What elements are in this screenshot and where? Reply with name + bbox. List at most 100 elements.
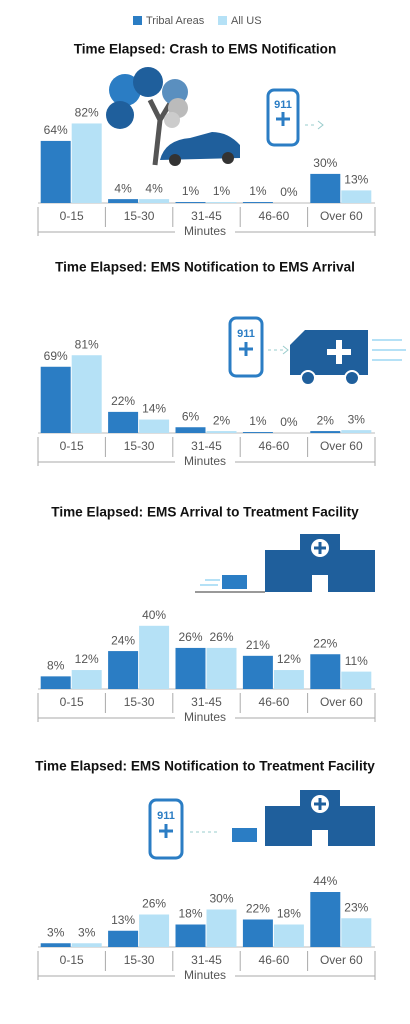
x-tick-label: 0-15 xyxy=(60,439,84,453)
bar xyxy=(242,655,273,689)
value-label: 21% xyxy=(246,638,270,652)
value-label: 8% xyxy=(47,659,65,673)
bar xyxy=(175,427,206,433)
bar xyxy=(341,190,372,203)
value-label: 26% xyxy=(178,630,202,644)
bar xyxy=(242,432,273,433)
value-label: 23% xyxy=(344,900,368,914)
bar xyxy=(242,919,273,947)
bar xyxy=(206,431,237,433)
bar xyxy=(71,355,102,433)
x-tick-label: 31-45 xyxy=(191,439,222,453)
bar xyxy=(175,202,206,203)
value-label: 26% xyxy=(142,897,166,911)
x-tick-label: 0-15 xyxy=(60,695,84,709)
value-label: 13% xyxy=(344,173,368,187)
value-label: 22% xyxy=(111,394,135,408)
bar xyxy=(310,892,341,947)
label-bg xyxy=(175,454,235,470)
bar xyxy=(273,670,304,689)
bar xyxy=(139,914,170,947)
hospital-illustration xyxy=(195,534,375,593)
value-label: 4% xyxy=(114,181,132,195)
value-label: 81% xyxy=(75,337,99,351)
value-label: 12% xyxy=(277,652,301,666)
chart-title: Time Elapsed: EMS Arrival to Treatment F… xyxy=(51,505,359,520)
value-label: 3% xyxy=(78,925,96,939)
value-label: 18% xyxy=(178,907,202,921)
bar xyxy=(108,930,139,947)
x-axis-label: Minutes xyxy=(184,224,226,238)
svg-text:911: 911 xyxy=(157,810,175,822)
x-tick-label: 31-45 xyxy=(191,953,222,967)
chart-title: Time Elapsed: EMS Notification to Treatm… xyxy=(35,759,375,774)
value-label: 26% xyxy=(209,630,233,644)
label-bg xyxy=(175,968,235,984)
value-label: 22% xyxy=(246,902,270,916)
value-label: 1% xyxy=(249,414,267,428)
x-tick-label: 0-15 xyxy=(60,209,84,223)
bar xyxy=(310,173,341,203)
bar xyxy=(139,199,170,203)
legend-label: Tribal Areas xyxy=(146,15,205,27)
label-bg xyxy=(175,224,235,240)
crash-illustration: 911 xyxy=(106,67,324,166)
value-label: 11% xyxy=(345,654,368,668)
svg-text:911: 911 xyxy=(237,328,255,340)
bar xyxy=(71,670,102,689)
bar xyxy=(273,924,304,947)
bar xyxy=(40,943,71,947)
bar xyxy=(206,647,237,689)
bar xyxy=(139,625,170,689)
ambulance-illustration: 911 xyxy=(228,316,406,386)
x-tick-label: 46-60 xyxy=(259,209,290,223)
bar xyxy=(341,671,372,689)
value-label: 6% xyxy=(182,409,200,423)
value-label: 30% xyxy=(313,156,337,170)
bar xyxy=(310,431,341,433)
value-label: 12% xyxy=(75,652,99,666)
x-tick-label: 15-30 xyxy=(124,695,155,709)
phone-to-hospital-illustration: 911 xyxy=(148,790,375,860)
bar xyxy=(341,430,372,433)
value-label: 4% xyxy=(145,181,163,195)
legend-label: All US xyxy=(231,15,262,27)
value-label: 0% xyxy=(280,185,298,199)
legend-swatch xyxy=(133,16,142,25)
x-tick-label: Over 60 xyxy=(320,953,363,967)
value-label: 18% xyxy=(277,907,301,921)
bar xyxy=(341,918,372,947)
x-tick-label: 15-30 xyxy=(124,439,155,453)
value-label: 2% xyxy=(213,413,231,427)
value-label: 69% xyxy=(44,349,68,363)
bar xyxy=(175,647,206,689)
chart-title: Time Elapsed: EMS Notification to EMS Ar… xyxy=(55,260,355,275)
x-tick-label: 31-45 xyxy=(191,695,222,709)
value-label: 0% xyxy=(280,415,298,429)
x-axis-label: Minutes xyxy=(184,454,226,468)
value-label: 13% xyxy=(111,913,135,927)
bar xyxy=(40,366,71,433)
value-label: 3% xyxy=(47,925,65,939)
x-axis-label: Minutes xyxy=(184,968,226,982)
x-tick-label: 15-30 xyxy=(124,209,155,223)
value-label: 1% xyxy=(249,184,267,198)
x-tick-label: Over 60 xyxy=(320,209,363,223)
bar xyxy=(206,909,237,947)
svg-text:911: 911 xyxy=(274,99,292,111)
x-tick-label: 46-60 xyxy=(259,953,290,967)
value-label: 22% xyxy=(313,636,337,650)
value-label: 82% xyxy=(75,106,99,120)
bar xyxy=(108,199,139,203)
value-label: 40% xyxy=(142,608,166,622)
value-label: 30% xyxy=(209,892,233,906)
x-tick-label: Over 60 xyxy=(320,695,363,709)
legend-swatch xyxy=(218,16,227,25)
bar xyxy=(40,676,71,689)
chart-title: Time Elapsed: Crash to EMS Notification xyxy=(74,42,337,57)
bar xyxy=(242,202,273,203)
bar xyxy=(108,651,139,689)
bar xyxy=(206,202,237,203)
value-label: 1% xyxy=(182,184,200,198)
